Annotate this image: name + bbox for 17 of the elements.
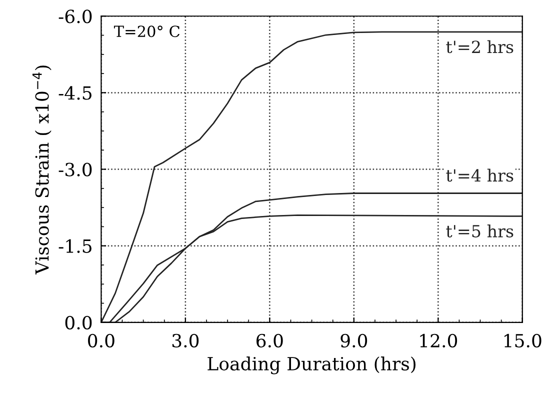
- y-tick-label: 0.0: [65, 316, 92, 330]
- y-tick-label: -6.0: [58, 10, 92, 24]
- y-tick-label: -4.5: [58, 86, 92, 100]
- x-tick-label: 3.0: [172, 334, 199, 348]
- x-tick-label: 0.0: [88, 334, 114, 348]
- series-label: t'=5 hrs: [446, 224, 514, 238]
- x-tick-label: 12.0: [420, 334, 458, 348]
- x-tick-label: 15.0: [504, 334, 542, 348]
- x-tick-label: 6.0: [256, 334, 283, 348]
- annotation: T=20° C: [114, 26, 180, 38]
- series-label: t'=4 hrs: [446, 168, 514, 182]
- x-axis-title: Loading Duration (hrs): [208, 356, 416, 374]
- x-tick-label: 9.0: [340, 334, 368, 348]
- series-label: t'=2 hrs: [446, 40, 514, 54]
- y-tick-label: -3.0: [58, 162, 92, 176]
- y-axis-title: Viscous Strain ( x10$^{−4}$): [32, 66, 52, 275]
- y-tick-label: -1.5: [58, 239, 92, 253]
